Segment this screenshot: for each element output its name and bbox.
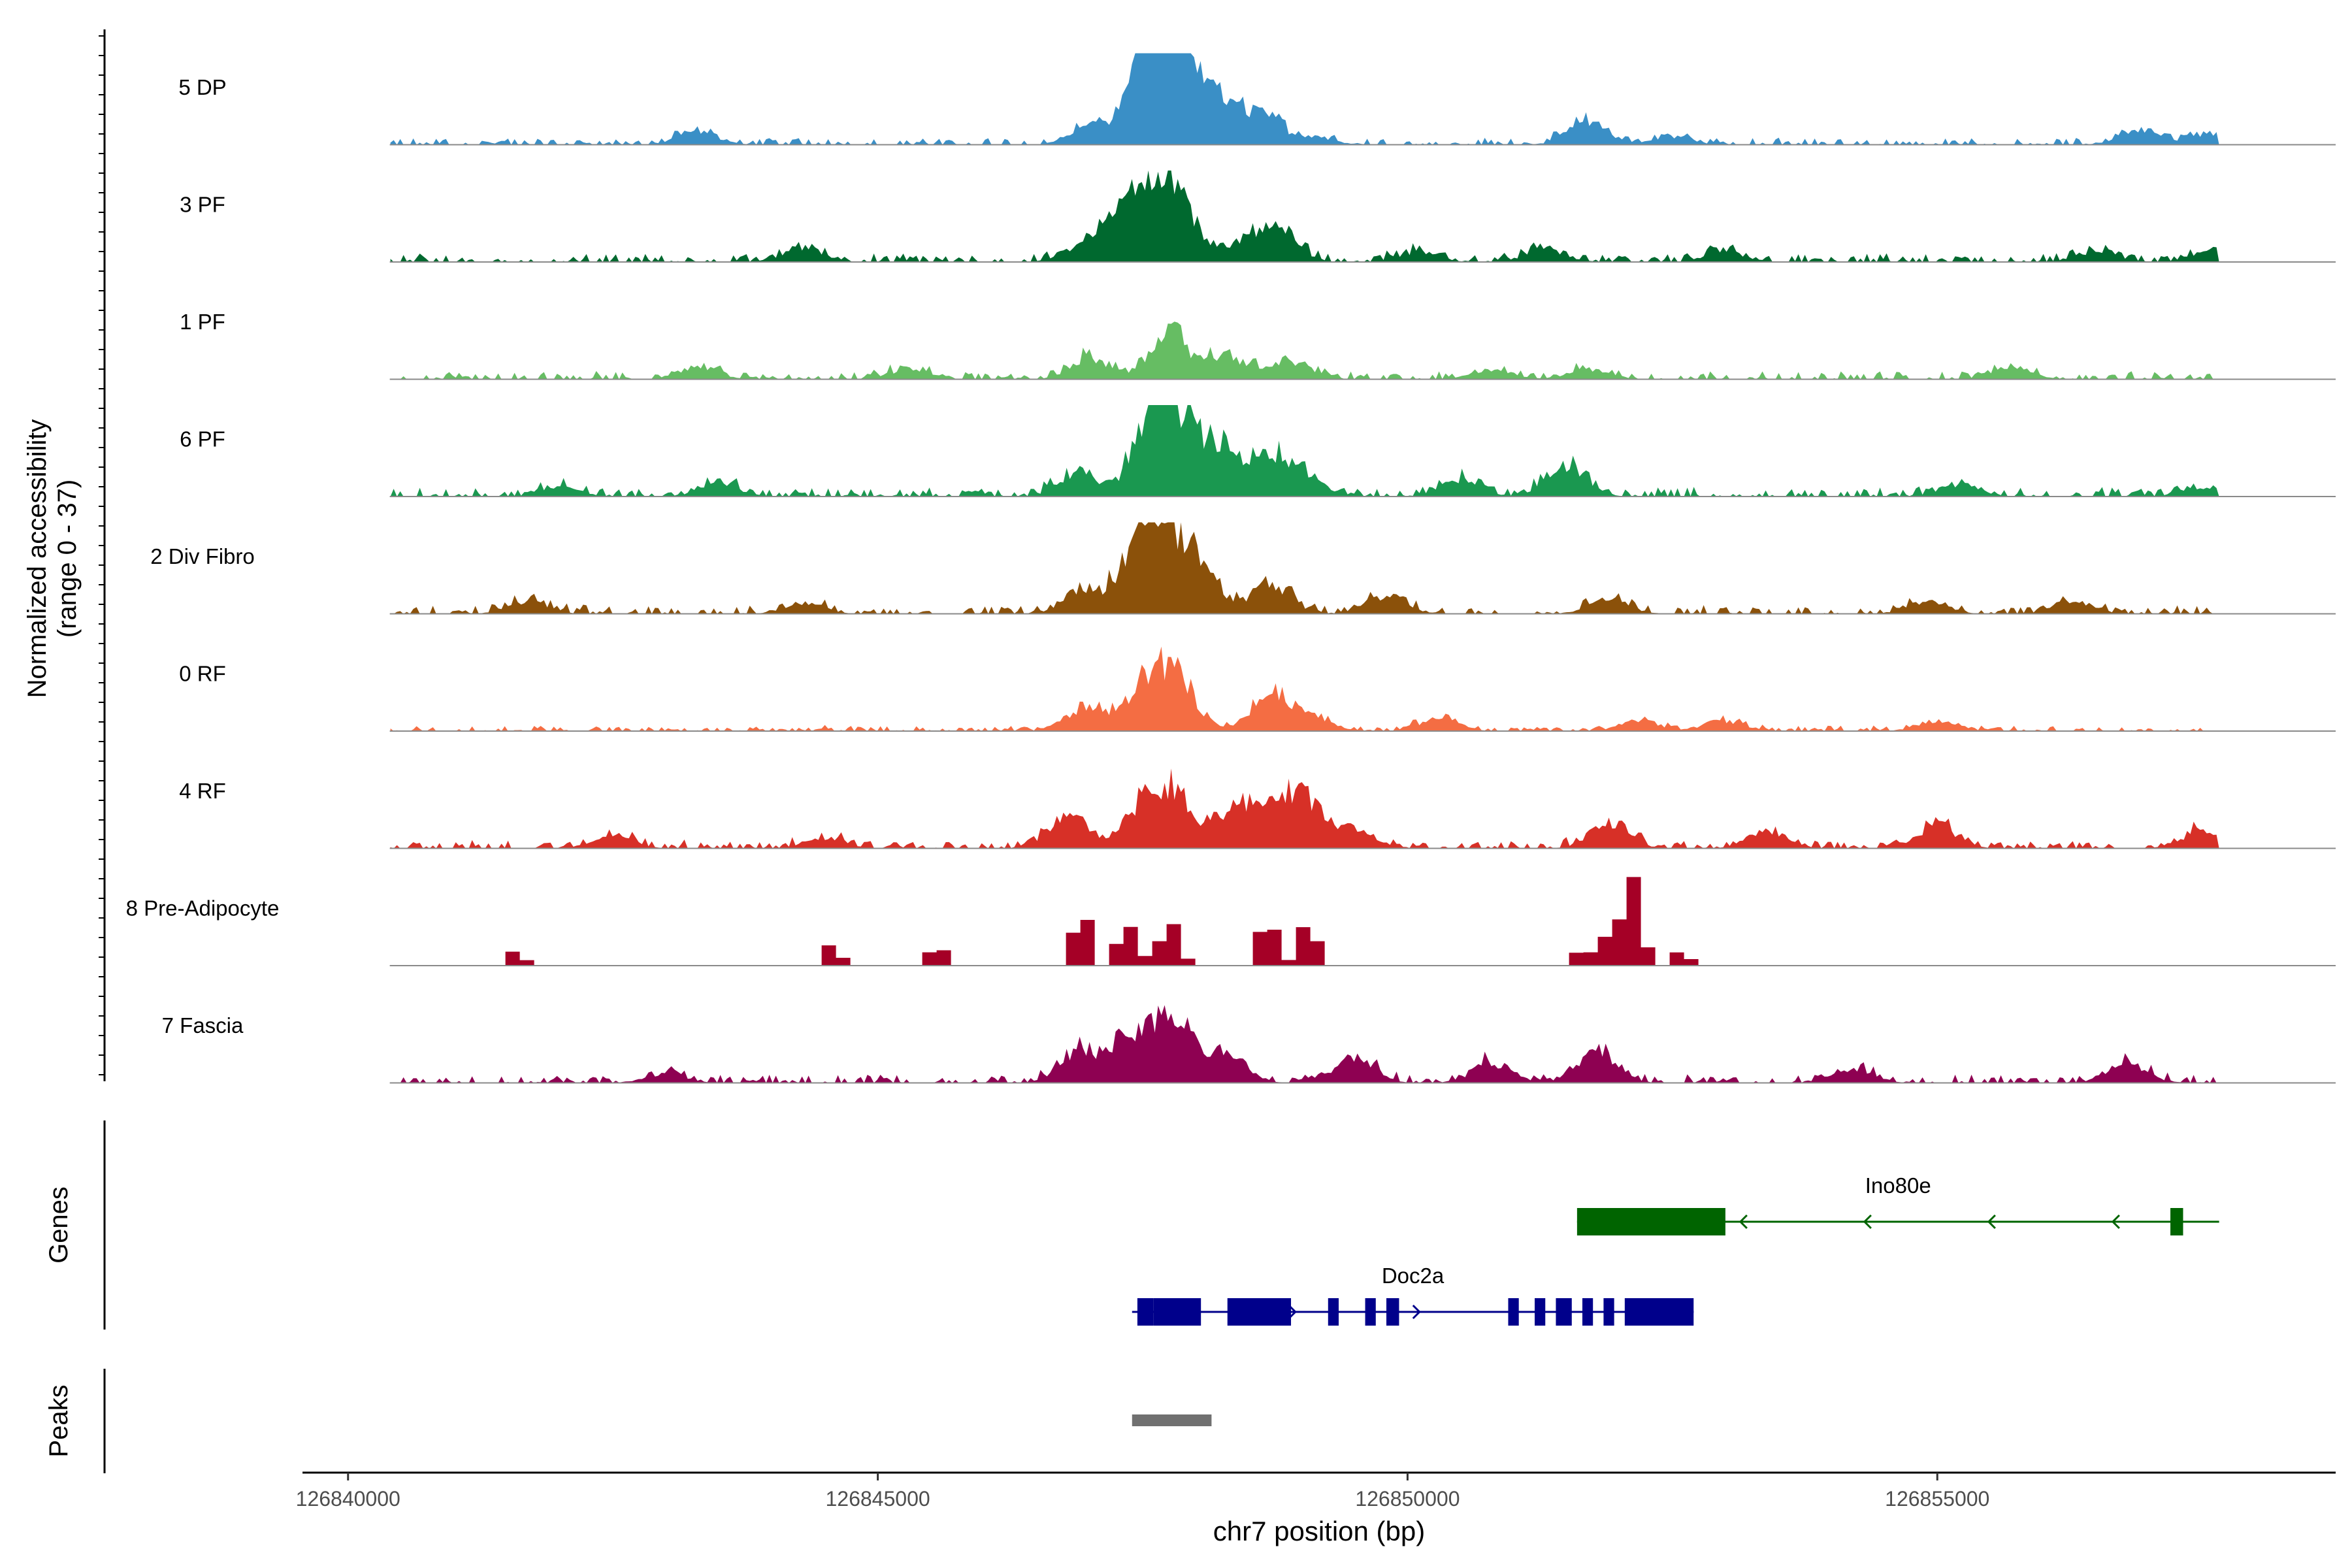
- x-tick-label: 126850000: [1355, 1487, 1460, 1511]
- peaks-panel: [1132, 1414, 1212, 1426]
- coverage-y-ticks: [99, 35, 105, 1075]
- strand-arrow: [1614, 1214, 1624, 1230]
- track-4-rf: 4 RF: [179, 768, 2336, 849]
- track-label: 4 RF: [179, 779, 226, 803]
- track-label: 0 RF: [179, 662, 226, 686]
- genes-panel-label: Genes: [44, 1186, 73, 1264]
- gene-exon: [1227, 1298, 1292, 1326]
- track-3-pf: 3 PF: [180, 171, 2336, 263]
- strand-arrow: [1987, 1214, 1996, 1230]
- track-2-div-fibro: 2 Div Fibro: [150, 522, 2336, 615]
- track-0-rf: 0 RF: [179, 646, 2336, 732]
- track-signal: [390, 877, 2230, 966]
- track-signal: [390, 646, 2219, 731]
- track-1-pf: 1 PF: [180, 310, 2336, 380]
- track-label: 8 Pre-Adipocyte: [126, 896, 280, 921]
- gene-exon: [1365, 1298, 1376, 1326]
- coverage-tracks: 5 DP 3 PF 1 PF 6 PF 2 Div Fibro 0 RF 4 RF 8 Pre…: [126, 53, 2336, 1084]
- gene-doc2a: Doc2a: [1132, 1264, 1694, 1326]
- peak-region: [1132, 1414, 1212, 1426]
- gene-exon: [1576, 1208, 1725, 1235]
- x-axis-title: chr7 position (bp): [1213, 1516, 1426, 1546]
- track-label: 7 Fascia: [162, 1013, 244, 1037]
- gene-exon: [1508, 1298, 1519, 1326]
- gene-exon: [1556, 1298, 1572, 1326]
- track-5-dp: 5 DP: [178, 53, 2336, 146]
- gene-label: Doc2a: [1382, 1264, 1445, 1288]
- track-8-pre-adipocyte: 8 Pre-Adipocyte: [126, 877, 2336, 966]
- strand-arrow: [1412, 1304, 1421, 1320]
- gene-exon: [1328, 1298, 1339, 1326]
- track-7-fascia: 7 Fascia: [162, 1005, 2336, 1084]
- genes-panel: Ino80e Doc2a: [1132, 1173, 2219, 1326]
- x-axis-ticks: 126840000 126845000 126850000 126855000: [296, 1473, 1989, 1511]
- strand-arrow: [1536, 1304, 1545, 1320]
- peaks-panel-label: Peaks: [44, 1384, 73, 1457]
- strand-arrow: [1739, 1214, 1748, 1230]
- y-axis-label-line1: Normalized accessibility: [23, 419, 52, 698]
- track-label: 6 PF: [180, 427, 225, 451]
- gene-exon: [1153, 1298, 1201, 1326]
- gene-exon: [2170, 1208, 2183, 1235]
- strand-arrow: [2111, 1214, 2120, 1230]
- x-tick-label: 126840000: [296, 1487, 400, 1511]
- strand-arrow: [1164, 1304, 1173, 1320]
- gene-ino80e: Ino80e: [1576, 1173, 2219, 1235]
- track-signal: [390, 171, 2219, 262]
- gene-label: Ino80e: [1865, 1173, 1931, 1198]
- strand-arrow: [1660, 1304, 1669, 1320]
- track-label: 2 Div Fibro: [150, 544, 255, 568]
- gene-exon: [1582, 1298, 1593, 1326]
- gene-exon: [1137, 1298, 1154, 1326]
- gene-exon: [1535, 1298, 1546, 1326]
- track-label: 1 PF: [180, 310, 225, 334]
- gene-exon: [1386, 1298, 1399, 1326]
- track-label: 5 DP: [178, 75, 226, 99]
- y-axis-label-line2: (range 0 - 37): [53, 480, 82, 638]
- x-tick-label: 126855000: [1885, 1487, 1989, 1511]
- track-signal: [390, 405, 2219, 497]
- track-signal: [390, 768, 2219, 849]
- strand-arrow: [1288, 1304, 1297, 1320]
- track-label: 3 PF: [180, 193, 225, 217]
- gene-exon: [1603, 1298, 1614, 1326]
- track-6-pf: 6 PF: [180, 405, 2336, 497]
- gene-exon: [1624, 1298, 1694, 1326]
- track-signal: [390, 321, 2219, 380]
- x-tick-label: 126845000: [825, 1487, 930, 1511]
- strand-arrow: [1863, 1214, 1872, 1230]
